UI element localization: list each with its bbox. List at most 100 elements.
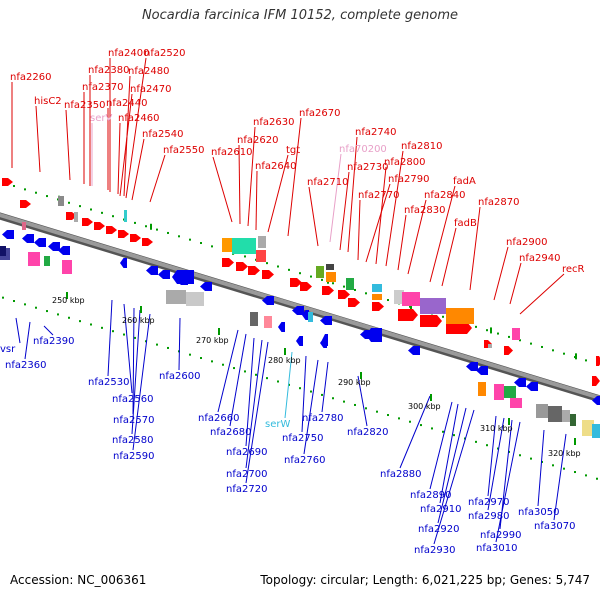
- reverse-gene-label[interactable]: nfa2530: [88, 377, 129, 388]
- forward-gene-label[interactable]: nfa2790: [388, 174, 429, 185]
- reverse-gene-label[interactable]: nfa3050: [518, 507, 559, 518]
- forward-gene-label[interactable]: nfa2480: [128, 66, 169, 77]
- scale-tick-label: 280 kbp: [268, 356, 301, 365]
- scale-tick-mark: [140, 306, 142, 313]
- reverse-gene-label[interactable]: nfa2970: [468, 497, 509, 508]
- accession-text: Accession: NC_006361: [10, 573, 147, 587]
- forward-gene-arrow: [372, 302, 384, 311]
- forward-gene-label[interactable]: hisC2: [34, 96, 62, 107]
- forward-gene-label[interactable]: nfa2740: [355, 127, 396, 138]
- reverse-gene-label[interactable]: nfa2920: [418, 524, 459, 535]
- forward-gene-label[interactable]: nfa2550: [163, 145, 204, 156]
- forward-gene-label[interactable]: nfa2830: [404, 205, 445, 216]
- reverse-gene-label[interactable]: nfa2750: [282, 433, 323, 444]
- reverse-gene-arrow: [58, 246, 70, 255]
- reverse-gene-label[interactable]: nfa2720: [226, 484, 267, 495]
- reverse-gene-label[interactable]: nfa3010: [476, 543, 517, 554]
- forward-gene-label[interactable]: nfa2940: [519, 253, 560, 264]
- scale-tick-mark: [284, 348, 286, 355]
- gene-feature-box: [394, 290, 404, 304]
- forward-gene-label[interactable]: nfa2370: [82, 82, 123, 93]
- forward-gene-label[interactable]: nfa2810: [401, 141, 442, 152]
- forward-gene-arrow: [262, 270, 274, 279]
- gene-feature-box: [258, 236, 266, 248]
- forward-gene-label[interactable]: nfa2770: [358, 190, 399, 201]
- reverse-gene-label[interactable]: vsr: [0, 344, 16, 355]
- forward-gene-label[interactable]: nfa2900: [506, 237, 547, 248]
- forward-gene-label[interactable]: nfa2400: [108, 48, 149, 59]
- reverse-gene-label[interactable]: nfa2570: [113, 415, 154, 426]
- reverse-gene-label[interactable]: nfa2780: [302, 413, 343, 424]
- scale-tick-label: 290 kbp: [338, 378, 371, 387]
- reverse-gene-label[interactable]: nfa2760: [284, 455, 325, 466]
- forward-gene-label[interactable]: nfa2540: [142, 129, 183, 140]
- forward-gene-arrow: [596, 356, 600, 366]
- forward-gene-label[interactable]: nfa2730: [347, 162, 388, 173]
- forward-gene-label[interactable]: nfa2640: [255, 161, 296, 172]
- forward-gene-label[interactable]: fadA: [453, 176, 476, 187]
- forward-gene-label[interactable]: nfa2460: [118, 113, 159, 124]
- forward-gene-arrow: [592, 376, 600, 386]
- gene-feature-box: [264, 316, 272, 328]
- forward-gene-label[interactable]: nfa2610: [211, 147, 252, 158]
- gene-feature-box: [232, 238, 256, 254]
- forward-gene-label[interactable]: nfa2630: [253, 117, 294, 128]
- gene-feature-box: [536, 404, 548, 418]
- gene-feature-box: [562, 410, 570, 422]
- reverse-gene-arrow: [200, 282, 212, 291]
- forward-gene-label[interactable]: nfa2620: [237, 135, 278, 146]
- gene-feature-box: [372, 294, 382, 300]
- reverse-gene-label[interactable]: nfa2880: [380, 469, 421, 480]
- reverse-gene-label[interactable]: nfa2690: [226, 447, 267, 458]
- gene-feature-box: [402, 292, 420, 306]
- scale-tick-label: 260 kbp: [122, 316, 155, 325]
- forward-gene-label[interactable]: nfa2350: [64, 100, 105, 111]
- forward-gene-label[interactable]: tgt: [286, 145, 300, 156]
- forward-gene-arrow: [322, 286, 334, 295]
- forward-gene-label[interactable]: nfa2840: [424, 190, 465, 201]
- reverse-gene-label[interactable]: nfa2680: [210, 427, 251, 438]
- forward-gene-label[interactable]: nfa2440: [106, 98, 147, 109]
- reverse-gene-label[interactable]: nfa2590: [113, 451, 154, 462]
- forward-gene-label[interactable]: nfa2670: [299, 108, 340, 119]
- reverse-gene-label[interactable]: nfa2360: [5, 360, 46, 371]
- reverse-gene-label[interactable]: nfa2930: [414, 545, 455, 556]
- forward-gene-label[interactable]: recR: [562, 264, 585, 275]
- gene-feature-box: [166, 290, 186, 304]
- forward-gene-label[interactable]: serV: [90, 113, 112, 124]
- forward-gene-arrow: [248, 266, 260, 275]
- reverse-gene-label[interactable]: nfa2390: [33, 336, 74, 347]
- reverse-gene-label[interactable]: nfa2990: [480, 530, 521, 541]
- forward-gene-label[interactable]: fadB: [454, 218, 477, 229]
- gene-feature-box: [256, 250, 266, 262]
- reverse-track-guide: [2, 296, 598, 480]
- gene-feature-box: [512, 328, 520, 340]
- forward-gene-arrow: [118, 230, 129, 238]
- reverse-gene-label[interactable]: nfa2700: [226, 469, 267, 480]
- reverse-gene-label[interactable]: nfa2600: [159, 371, 200, 382]
- forward-gene-label[interactable]: nfa2520: [144, 48, 185, 59]
- reverse-gene-label[interactable]: nfa2660: [198, 413, 239, 424]
- scale-tick-label: 320 kbp: [548, 449, 581, 458]
- map-title: Nocardia farcinica IFM 10152, complete g…: [141, 8, 459, 23]
- forward-gene-arrow: [106, 226, 117, 234]
- reverse-gene-label[interactable]: nfa2890: [410, 490, 451, 501]
- forward-gene-label[interactable]: nfa2800: [384, 157, 425, 168]
- gene-feature-box: [28, 252, 40, 266]
- reverse-gene-label[interactable]: nfa2560: [112, 394, 153, 405]
- topology-text: Topology: circular; Length: 6,021,225 bp…: [260, 573, 590, 587]
- forward-gene-label[interactable]: nfa2380: [88, 65, 129, 76]
- reverse-gene-arrow: [2, 230, 14, 239]
- reverse-gene-label[interactable]: nfa2980: [468, 511, 509, 522]
- reverse-gene-label[interactable]: nfa3070: [534, 521, 575, 532]
- reverse-gene-label[interactable]: nfa2820: [347, 427, 388, 438]
- forward-gene-label[interactable]: nfa2710: [307, 177, 348, 188]
- reverse-gene-label[interactable]: nfa2580: [112, 435, 153, 446]
- forward-gene-label[interactable]: nfa2870: [478, 197, 519, 208]
- reverse-gene-label[interactable]: nfa2910: [420, 504, 461, 515]
- forward-gene-label[interactable]: nfa70200: [339, 144, 387, 155]
- forward-gene-label[interactable]: nfa2470: [130, 84, 171, 95]
- gene-feature-box: [582, 420, 594, 436]
- forward-gene-label[interactable]: nfa2260: [10, 72, 51, 83]
- reverse-gene-label[interactable]: serW: [265, 419, 290, 430]
